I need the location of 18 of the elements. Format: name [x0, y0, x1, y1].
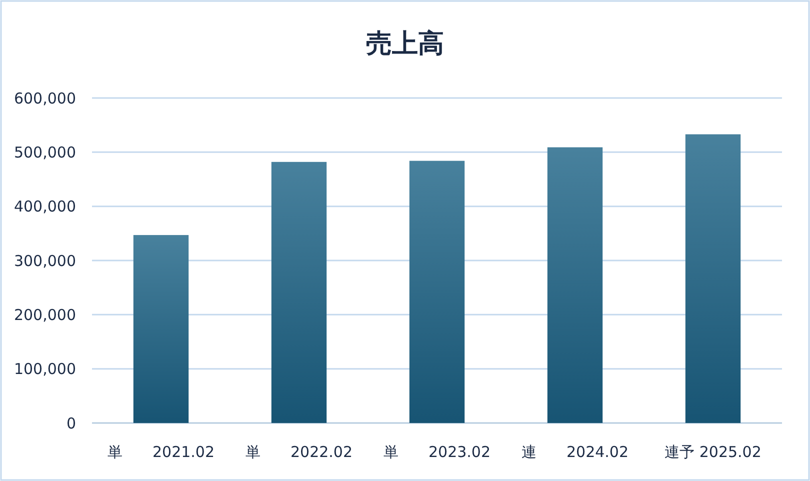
bar	[409, 160, 465, 423]
y-tick-label: 600,000	[14, 89, 76, 108]
y-tick-label: 0	[66, 414, 76, 432]
bar	[685, 134, 741, 423]
y-tick-label: 200,000	[14, 306, 76, 324]
bar	[133, 235, 189, 423]
y-tick-label: 300,000	[14, 252, 76, 270]
y-tick-label: 500,000	[14, 143, 76, 162]
x-tick-label: 連予 2025.02	[664, 443, 762, 461]
x-tick-label: 単 2022.02	[245, 443, 353, 461]
bar	[547, 147, 603, 423]
x-tick-label: 連 2024.02	[521, 443, 629, 461]
y-tick-label: 400,000	[14, 198, 76, 216]
bar	[271, 162, 327, 423]
x-tick-label: 単 2023.02	[383, 443, 491, 461]
x-tick-label: 単 2021.02	[107, 443, 215, 461]
chart-title: 売上高	[366, 29, 444, 59]
y-tick-label: 100,000	[14, 360, 76, 378]
